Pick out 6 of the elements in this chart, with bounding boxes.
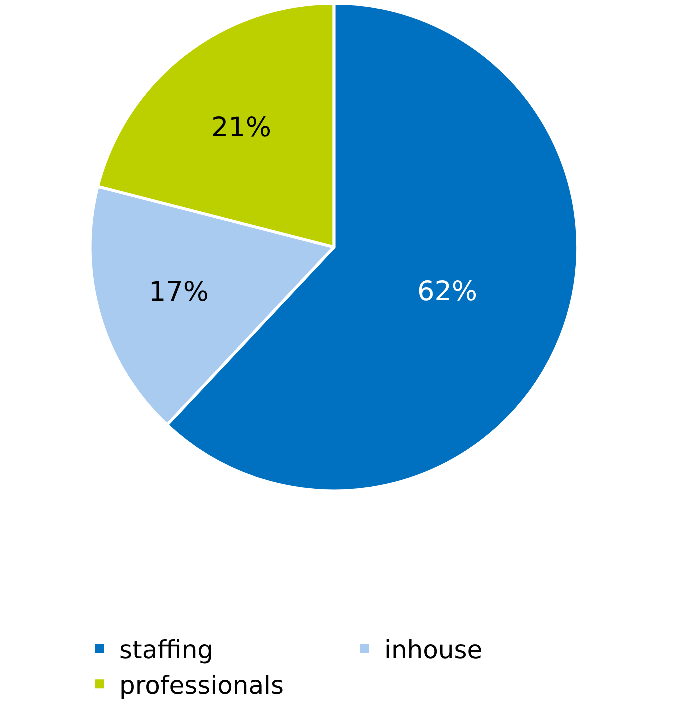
- legend-label: staffing: [120, 635, 214, 664]
- legend-label: inhouse: [384, 635, 483, 664]
- data-label: 21%: [211, 112, 272, 144]
- data-label: 62%: [418, 276, 478, 308]
- data-label: 17%: [148, 276, 209, 308]
- legend-label: professionals: [120, 670, 284, 700]
